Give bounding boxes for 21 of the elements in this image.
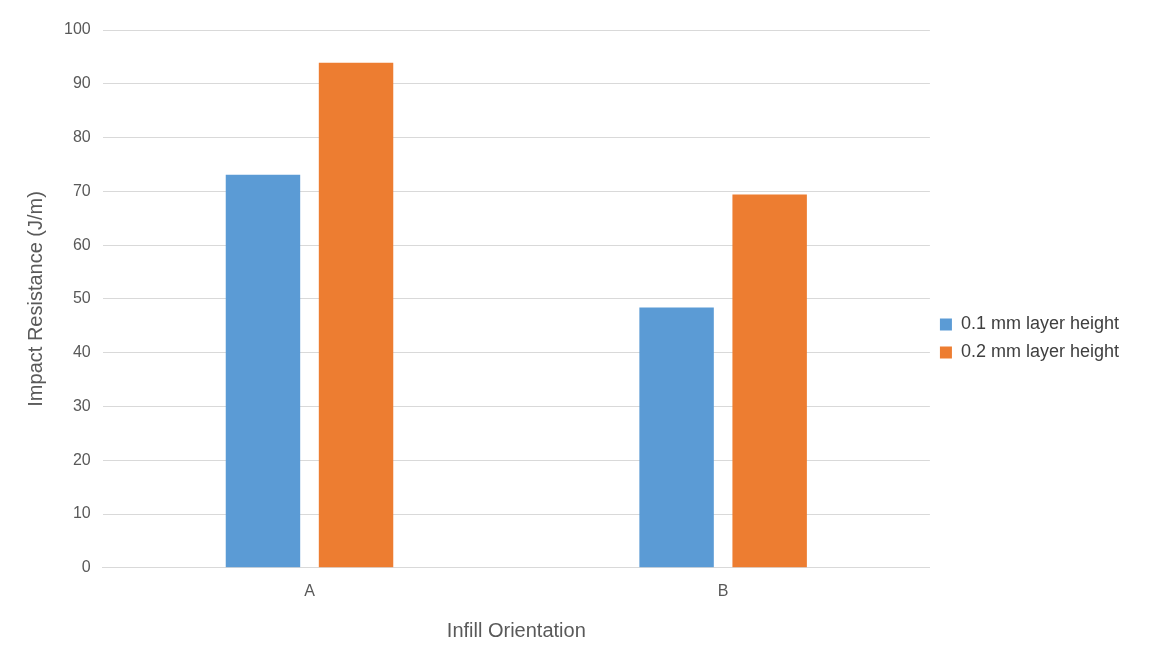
y-tick-label: 80: [72, 127, 91, 145]
y-tick-label: 100: [63, 20, 91, 38]
legend-label: 0.2 mm layer height: [960, 341, 1120, 362]
x-tick-label: A: [304, 581, 316, 599]
y-tick-label: 70: [72, 181, 91, 199]
y-tick-label: 40: [72, 343, 91, 361]
bar: [318, 62, 394, 568]
y-tick-label: 0: [81, 558, 91, 576]
y-tick-label: 20: [72, 450, 91, 468]
bar: [639, 307, 714, 568]
x-axis-title: Infill Orientation: [446, 618, 586, 641]
y-tick-label: 50: [72, 289, 91, 307]
y-tick-label: 10: [72, 504, 91, 522]
y-axis-title: Impact Resistance (J/m): [23, 191, 46, 407]
bar: [225, 174, 301, 568]
y-tick-label: 60: [72, 235, 91, 253]
y-tick-label: 90: [72, 74, 91, 92]
bar: [732, 194, 807, 568]
x-tick-label: B: [717, 581, 729, 599]
y-tick-label: 30: [72, 396, 91, 414]
legend-label: 0.1 mm layer height: [960, 313, 1120, 334]
